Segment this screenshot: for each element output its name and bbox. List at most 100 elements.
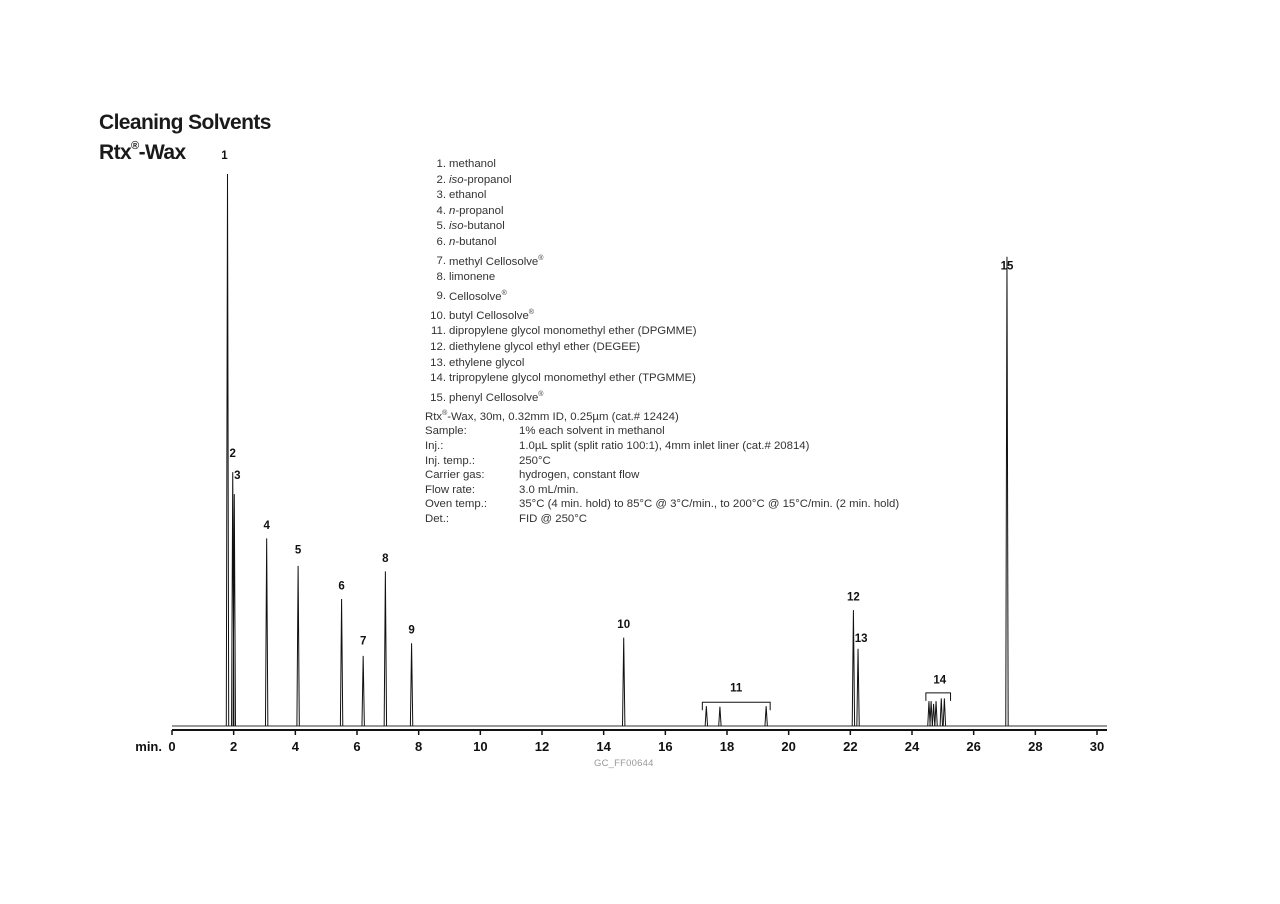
x-tick-label: 10 [473,739,487,754]
peak-label-7: 7 [360,636,366,648]
condition-row: Inj. temp.: 250°C [425,454,899,469]
legend-number: 9. [436,290,447,303]
peak-5 [296,565,300,727]
x-tick-label: 30 [1090,739,1104,754]
legend-item: 12. diethylene glycol ethyl ether (DEGEE) [426,340,697,356]
column-line-a: Rtx [425,410,443,423]
peak-14 [942,698,947,727]
legend-number: 7. [436,255,447,268]
condition-value: 3.0 mL/min. [519,483,579,496]
legend-name: -propanol [455,204,504,217]
chromatogram-id: GC_FF00644 [594,758,654,769]
condition-value: FID @ 250°C [519,512,588,525]
peak-label-14: 14 [933,674,946,686]
x-tick-label: 16 [658,739,672,754]
bracket-peak-11 [701,701,771,711]
legend-item: 14. tripropylene glycol monomethyl ether … [426,371,697,387]
legend-item: 6. n-butanol [426,235,697,251]
peak-15 [1005,256,1009,727]
peak-label-11: 11 [730,683,743,695]
legend-name: phenyl Cellosolve [449,391,539,404]
chart-title: Cleaning Solvents [99,111,271,134]
legend-item: 9. Cellosolve® [426,286,697,305]
column-line-reg: ® [442,410,448,417]
peak-label-2: 2 [230,448,236,460]
legend-name: ethanol [449,189,487,202]
peak-11 [764,706,768,727]
condition-key: Carrier gas: [425,469,485,482]
legend-name: -propanol [463,173,512,186]
condition-key: Det.: [425,512,450,525]
peak-label-1: 1 [221,150,228,162]
legend-name: ethylene glycol [449,356,525,369]
peak-6 [339,599,344,727]
x-tick-label: 0 [168,739,175,754]
condition-row: Carrier gas: hydrogen, constant flow [425,468,899,483]
peak-label-10: 10 [617,619,630,631]
conditions-block: Rtx®-Wax, 30m, 0.32mm ID, 0.25µm (cat.# … [425,407,899,527]
peak-14 [939,698,943,727]
condition-key: Inj.: [425,439,444,452]
condition-value: 250°C [519,454,551,467]
peak-14 [927,701,931,727]
peak-label-13: 13 [855,633,868,645]
peak-4 [264,538,269,727]
condition-value: hydrogen, constant flow [519,469,640,482]
x-tick-label: 14 [596,739,611,754]
x-tick-label: 2 [230,739,237,754]
peak-label-15: 15 [1001,260,1014,272]
conditions-list: Sample: 1% each solvent in methanol Inj.: 1… [425,424,899,526]
peak-3 [232,494,236,727]
legend-item: 1. methanol [426,157,697,173]
condition-key: Inj. temp.: [425,454,476,467]
column-line: Rtx®-Wax, 30m, 0.32mm ID, 0.25µm (cat.# … [425,407,899,424]
legend-number: 3. [436,189,447,202]
peak-7 [361,655,365,727]
legend-number: 10. [430,309,446,322]
legend-name: -butanol [455,235,497,248]
x-tick-label: 8 [415,739,422,754]
legend-number: 6. [436,235,447,248]
peak-legend: 1. methanol 2. iso-propanol 3. ethanol 4. n-pro… [426,157,697,406]
x-tick-label: 20 [781,739,795,754]
condition-row: Det.: FID @ 250°C [425,512,899,527]
legend-prefix: iso [449,173,464,186]
x-tick-label: 6 [353,739,360,754]
peak-14 [934,701,938,727]
x-tick-label: 18 [720,739,734,754]
legend-item: 11. dipropylene glycol monomethyl ether (… [426,324,697,340]
peak-label-9: 9 [408,625,414,637]
peak-14 [929,701,933,727]
legend-name: butyl Cellosolve [449,309,529,322]
legend-number: 8. [436,270,447,283]
peak-1 [225,173,230,727]
legend-item: 15. phenyl Cellosolve® [426,387,697,406]
peak-label-12: 12 [847,592,860,604]
condition-value: 1% each solvent in methanol [519,425,665,438]
column-line-b: -Wax, 30m, 0.32mm ID, 0.25µm (cat.# 1242… [447,410,679,423]
legend-item: 5. iso-butanol [426,219,697,235]
peak-label-4: 4 [263,520,270,532]
legend-number: 5. [436,220,447,233]
bracket-peak-14 [925,692,952,701]
peak-label-6: 6 [338,581,344,593]
legend-name: methyl Cellosolve [449,255,539,268]
legend-registered-mark: ® [538,390,544,398]
legend-item: 2. iso-propanol [426,173,697,189]
peak-label-5: 5 [295,545,302,557]
legend-number: 2. [436,173,447,186]
legend-number: 15. [430,391,446,404]
peak-8 [383,571,388,727]
x-axis-label: min. [135,739,162,754]
condition-key: Sample: [425,425,467,438]
legend-name: diethylene glycol ethyl ether (DEGEE) [449,340,641,353]
peak-12 [851,610,856,727]
legend-number: 12. [430,340,446,353]
legend-name: dipropylene glycol monomethyl ether (DPG… [449,325,697,338]
legend-prefix: iso [449,220,464,233]
condition-key: Oven temp.: [425,498,488,511]
peak-10 [622,637,626,727]
x-tick-label: 12 [535,739,549,754]
condition-value: 1.0µL split (split ratio 100:1), 4mm inl… [519,439,810,452]
